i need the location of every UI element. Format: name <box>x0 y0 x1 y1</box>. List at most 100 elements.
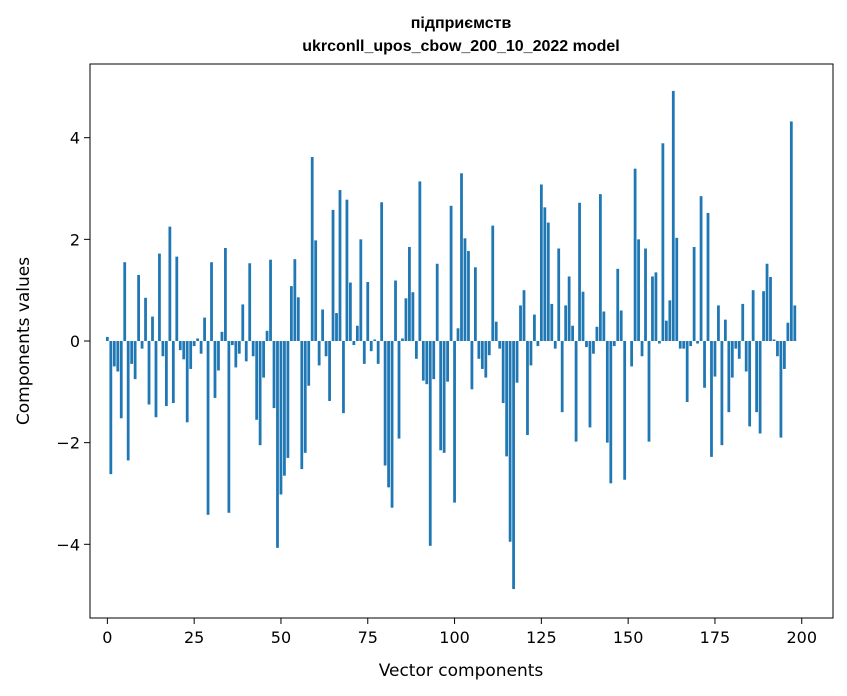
bar-36 <box>230 341 234 346</box>
bar-10 <box>140 341 144 349</box>
x-tick-label: 0 <box>102 628 112 647</box>
bar-154 <box>640 341 644 357</box>
bar-153 <box>637 239 640 341</box>
bar-147 <box>616 268 620 341</box>
bar-197 <box>789 121 793 342</box>
bar-73 <box>359 239 363 341</box>
bar-13 <box>151 316 154 341</box>
bar-1 <box>109 341 113 475</box>
bar-180 <box>730 341 734 378</box>
y-tick-label: 2 <box>70 230 80 249</box>
chart-subtitle: ukrconll_upos_cbow_200_10_2022 model <box>302 38 619 55</box>
bar-85 <box>401 338 404 341</box>
bar-148 <box>619 310 623 341</box>
bar-21 <box>178 341 182 351</box>
bar-86 <box>404 298 408 341</box>
bar-90 <box>418 181 422 341</box>
bar-3 <box>116 341 120 372</box>
bar-115 <box>505 341 509 457</box>
bar-88 <box>411 292 415 341</box>
bar-194 <box>779 341 783 438</box>
bar-151 <box>630 341 634 367</box>
bar-65 <box>331 209 335 341</box>
bar-71 <box>352 341 356 346</box>
bar-177 <box>720 341 724 446</box>
bar-186 <box>751 290 755 341</box>
bar-171 <box>699 196 703 341</box>
bar-168 <box>689 341 693 347</box>
bar-169 <box>692 246 696 341</box>
bar-16 <box>161 341 165 357</box>
bar-130 <box>557 248 561 341</box>
bar-144 <box>605 341 609 443</box>
bar-121 <box>526 341 529 436</box>
bar-63 <box>324 341 328 357</box>
bar-18 <box>168 226 172 341</box>
bar-43 <box>255 341 259 420</box>
bar-55 <box>296 297 300 341</box>
bar-104 <box>467 251 470 341</box>
bar-198 <box>793 305 797 341</box>
bar-124 <box>536 341 540 347</box>
bar-138 <box>585 341 588 348</box>
bar-120 <box>522 290 526 341</box>
bar-135 <box>574 341 578 442</box>
bar-173 <box>706 212 710 341</box>
bar-61 <box>317 341 321 366</box>
y-tick-label: −2 <box>56 434 80 453</box>
y-tick-label: 0 <box>70 332 80 351</box>
x-tick-label: 50 <box>271 628 291 647</box>
bar-136 <box>578 202 581 341</box>
x-tick-label: 150 <box>613 628 644 647</box>
bar-157 <box>651 276 654 341</box>
bar-74 <box>362 341 366 364</box>
bar-98 <box>446 341 449 382</box>
bar-143 <box>602 311 606 341</box>
bar-149 <box>623 341 627 480</box>
bar-107 <box>477 341 481 359</box>
bar-140 <box>592 341 595 354</box>
bar-79 <box>380 202 384 341</box>
bar-82 <box>390 341 394 508</box>
bar-92 <box>425 341 429 385</box>
bar-146 <box>612 341 616 347</box>
bar-99 <box>449 205 453 341</box>
bar-172 <box>703 341 706 388</box>
bar-87 <box>408 246 411 341</box>
bar-47 <box>269 259 272 341</box>
y-axis-label: Components values <box>14 257 34 425</box>
bar-19 <box>171 341 175 404</box>
bar-113 <box>498 341 502 349</box>
bar-52 <box>286 341 290 458</box>
bar-126 <box>543 207 547 341</box>
bar-112 <box>494 321 498 341</box>
bar-192 <box>772 339 776 341</box>
bar-105 <box>470 341 474 390</box>
bar-95 <box>435 263 439 341</box>
bar-102 <box>460 173 463 341</box>
bar-33 <box>220 331 224 341</box>
bar-72 <box>355 325 359 341</box>
bar-162 <box>668 300 672 341</box>
bar-179 <box>727 341 731 413</box>
bar-8 <box>133 341 137 380</box>
x-tick-label: 200 <box>786 628 817 647</box>
bar-50 <box>279 341 283 495</box>
bar-23 <box>185 341 189 423</box>
bar-20 <box>175 256 179 341</box>
bar-54 <box>293 259 297 341</box>
bar-39 <box>241 304 245 341</box>
bar-83 <box>394 280 397 341</box>
y-tick-label: −4 <box>56 535 80 554</box>
bar-184 <box>744 341 748 372</box>
y-tick-label: 4 <box>70 129 80 148</box>
bar-188 <box>758 341 762 434</box>
bar-170 <box>696 341 699 344</box>
bar-93 <box>428 341 432 546</box>
bar-38 <box>237 341 241 354</box>
bar-9 <box>137 274 140 341</box>
bar-152 <box>633 168 637 341</box>
bar-24 <box>189 341 193 369</box>
bar-31 <box>213 341 217 398</box>
